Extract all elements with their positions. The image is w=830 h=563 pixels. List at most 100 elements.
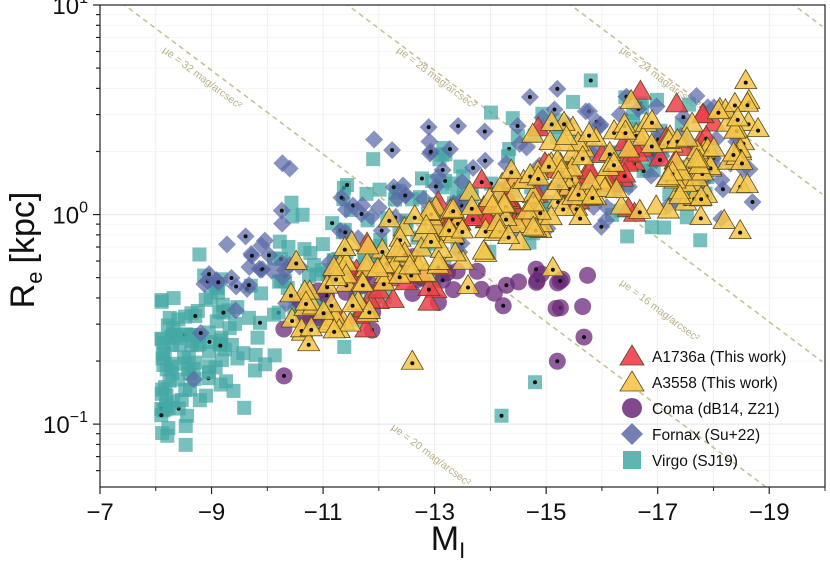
- data-point: [255, 231, 274, 250]
- data-point: [689, 185, 713, 206]
- data-point: [657, 220, 672, 235]
- plot-area: [154, 68, 770, 452]
- data-point-core: [611, 163, 616, 168]
- data-point: [734, 68, 758, 90]
- legend-symbol-fornax: [621, 423, 643, 445]
- data-point: [372, 182, 387, 197]
- data-point-core: [745, 103, 750, 108]
- data-point: [158, 380, 173, 395]
- data-point-core: [303, 302, 308, 307]
- data-point-core: [456, 124, 461, 129]
- data-point: [398, 254, 422, 275]
- data-point: [297, 330, 321, 352]
- data-point-core: [623, 131, 628, 136]
- data-point: [199, 388, 214, 403]
- data-point-core: [501, 303, 506, 308]
- data-point: [198, 292, 213, 307]
- data-point: [602, 151, 626, 172]
- data-point-core: [466, 285, 471, 290]
- data-point: [441, 197, 465, 218]
- data-point: [322, 255, 346, 276]
- data-point: [419, 228, 443, 249]
- data-point: [521, 122, 545, 143]
- data-point-core: [329, 303, 334, 308]
- data-point: [726, 106, 750, 127]
- data-point: [322, 318, 346, 339]
- data-point: [337, 200, 356, 219]
- data-point: [620, 229, 635, 244]
- data-point-core: [351, 203, 356, 208]
- data-point: [267, 307, 282, 322]
- data-point: [154, 331, 169, 346]
- data-point: [354, 317, 378, 338]
- data-point-core: [555, 359, 560, 364]
- data-point: [483, 105, 498, 120]
- data-point: [735, 91, 760, 112]
- data-point: [284, 249, 308, 270]
- data-point-core: [290, 319, 295, 324]
- data-point: [656, 165, 680, 186]
- data-point-core: [471, 165, 476, 170]
- data-point-core: [460, 229, 465, 234]
- data-point: [613, 119, 638, 140]
- x-tick-label: −13: [414, 499, 455, 526]
- data-point-core: [345, 183, 350, 188]
- data-point-core: [193, 314, 198, 319]
- data-point-core: [515, 123, 520, 128]
- data-point: [294, 290, 318, 311]
- data-point: [338, 311, 362, 332]
- data-point: [470, 168, 494, 189]
- data-point: [365, 130, 384, 149]
- data-point: [640, 132, 664, 153]
- data-point: [648, 146, 672, 167]
- data-point-core: [731, 152, 736, 157]
- data-point-core: [309, 327, 314, 332]
- data-point: [403, 203, 427, 225]
- data-point: [237, 400, 252, 415]
- data-point-core: [403, 193, 408, 198]
- data-point-core: [440, 168, 445, 173]
- data-point: [166, 394, 181, 409]
- data-point-core: [360, 283, 365, 288]
- data-point: [217, 235, 236, 254]
- data-point-core: [350, 303, 355, 308]
- data-point-core: [479, 180, 484, 185]
- data-point: [351, 271, 375, 292]
- data-point-core: [294, 261, 299, 266]
- data-point: [171, 312, 186, 327]
- data-point: [356, 234, 380, 255]
- data-point-core: [739, 161, 744, 166]
- data-point-core: [599, 224, 604, 229]
- data-point-core: [379, 228, 384, 233]
- y-tick-label: 10−1: [43, 409, 88, 439]
- data-point: [315, 237, 330, 252]
- data-point-core: [447, 228, 452, 233]
- data-point: [702, 136, 726, 157]
- data-point: [537, 152, 561, 174]
- x-tick-label: −19: [749, 499, 790, 526]
- data-point: [267, 348, 282, 363]
- data-point: [241, 310, 256, 325]
- data-point-core: [561, 207, 566, 212]
- data-point-core: [447, 147, 452, 152]
- data-point: [706, 98, 731, 120]
- data-point: [429, 167, 448, 186]
- data-point: [541, 255, 565, 277]
- data-point: [188, 355, 203, 370]
- data-point-core: [218, 343, 223, 348]
- legend-label-virgo: Virgo (SJ19): [652, 453, 738, 470]
- data-point: [735, 172, 760, 193]
- data-point-core: [550, 267, 555, 272]
- data-point-core: [426, 287, 431, 292]
- data-point: [554, 124, 579, 145]
- data-point-core: [536, 176, 541, 181]
- data-point-core: [198, 330, 203, 335]
- data-point: [693, 233, 708, 248]
- legend-symbol-a1736a: [619, 344, 645, 366]
- data-point-core: [221, 310, 226, 315]
- data-point-core: [534, 267, 539, 272]
- data-point-core: [339, 195, 344, 200]
- data-point-core: [282, 373, 287, 378]
- data-point-core: [562, 122, 567, 127]
- data-point: [284, 195, 299, 210]
